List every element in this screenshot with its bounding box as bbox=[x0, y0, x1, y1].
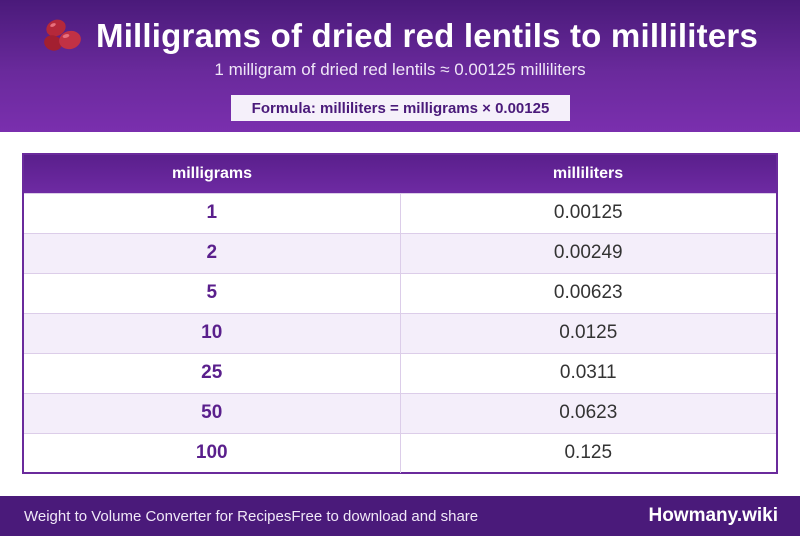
table-row: 10 0.0125 bbox=[24, 312, 776, 353]
milliliters-cell: 0.00125 bbox=[400, 192, 776, 233]
milligrams-cell: 2 bbox=[24, 232, 401, 273]
column-header-milliliters: milliliters bbox=[400, 155, 776, 193]
formula-box: Formula: milliliters = milligrams × 0.00… bbox=[231, 95, 570, 121]
milliliters-cell: 0.0311 bbox=[400, 352, 776, 393]
footer-tagline: Weight to Volume Converter for RecipesFr… bbox=[24, 508, 478, 525]
footer-converter-label: Weight to Volume Converter for Recipes bbox=[24, 508, 292, 525]
table-row: 2 0.00249 bbox=[24, 232, 776, 273]
milliliters-cell: 0.0623 bbox=[400, 392, 776, 433]
conversion-table: milligrams milliliters 1 0.00125 2 0.002… bbox=[22, 153, 778, 474]
title-row: Milligrams of dried red lentils to milli… bbox=[0, 14, 800, 58]
page-title: Milligrams of dried red lentils to milli… bbox=[96, 17, 758, 54]
milligrams-cell: 50 bbox=[24, 392, 401, 433]
table-row: 1 0.00125 bbox=[24, 192, 776, 233]
milligrams-cell: 10 bbox=[24, 312, 401, 353]
brand-logo[interactable]: Howmany.wiki bbox=[648, 505, 778, 526]
bean-icon bbox=[44, 19, 81, 51]
milligrams-cell: 100 bbox=[24, 432, 401, 473]
milligrams-cell: 25 bbox=[24, 352, 401, 393]
page-subtitle: 1 milligram of dried red lentils ≈ 0.001… bbox=[214, 60, 586, 79]
milliliters-cell: 0.00623 bbox=[400, 272, 776, 313]
table-header-row: milligrams milliliters bbox=[24, 155, 776, 193]
footer-bar: Weight to Volume Converter for RecipesFr… bbox=[0, 496, 800, 536]
milligrams-cell: 5 bbox=[24, 272, 401, 313]
column-header-milligrams: milligrams bbox=[24, 155, 400, 193]
table-row: 5 0.00623 bbox=[24, 272, 776, 313]
table-row: 100 0.125 bbox=[24, 432, 776, 473]
table-row: 25 0.0311 bbox=[24, 352, 776, 393]
footer-share-label: Free to download and share bbox=[291, 508, 479, 525]
conversion-table-grid: milligrams milliliters 1 0.00125 2 0.002… bbox=[24, 155, 776, 473]
milliliters-cell: 0.0125 bbox=[400, 312, 776, 353]
milliliters-cell: 0.125 bbox=[400, 432, 776, 473]
milliliters-cell: 0.00249 bbox=[400, 232, 776, 273]
table-row: 50 0.0623 bbox=[24, 392, 776, 433]
header-banner: Milligrams of dried red lentils to milli… bbox=[0, 0, 800, 132]
milligrams-cell: 1 bbox=[24, 192, 401, 233]
